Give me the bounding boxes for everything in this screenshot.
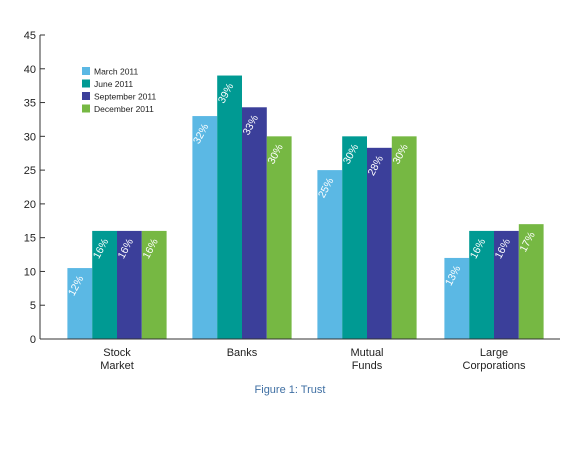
y-tick-label: 15: [24, 233, 36, 245]
bar-september-2011-2: [367, 147, 392, 339]
legend-label: September 2011: [94, 92, 156, 102]
bar-march-2011-3: [444, 257, 470, 339]
bar-december-2011-2: [391, 136, 417, 339]
bar-september-2011-3: [494, 230, 519, 339]
x-category-label-line: Funds: [352, 360, 383, 372]
y-tick-label: 20: [24, 199, 36, 211]
x-category-label: Large Corporations: [463, 347, 526, 372]
legend-label: December 2011: [94, 104, 154, 114]
x-category-label-line: Large: [480, 347, 508, 359]
bar-june-2011-0: [92, 230, 117, 339]
bars: [67, 75, 544, 340]
x-category-label-line: Corporations: [463, 360, 526, 372]
y-tick-label: 5: [30, 300, 36, 312]
y-axis: 0 5 10 15 20 25 30 35 40 45: [24, 30, 45, 346]
bar-december-2011-0: [141, 230, 167, 339]
bar-december-2011-3: [518, 224, 544, 339]
y-tick-label: 10: [24, 266, 36, 278]
y-tick-label: 30: [24, 131, 36, 143]
bar-june-2011-1: [217, 75, 242, 340]
x-category-label: Mutual Funds: [350, 347, 383, 372]
legend-swatch: [82, 92, 90, 100]
x-category-label: Banks: [227, 347, 258, 359]
bar-september-2011-0: [117, 230, 142, 339]
x-category-label-line: Banks: [227, 347, 258, 359]
legend-swatch: [82, 67, 90, 75]
legend-label: March 2011: [94, 67, 139, 77]
legend-swatch: [82, 104, 90, 113]
y-tick-label: 40: [24, 64, 36, 76]
bar-march-2011-2: [317, 170, 343, 339]
x-category-label-line: Stock: [103, 347, 131, 359]
x-category-label: Stock Market: [100, 347, 134, 372]
bar-march-2011-0: [67, 268, 93, 339]
legend-label: June 2011: [94, 79, 133, 89]
y-tick-label: 0: [30, 334, 36, 346]
x-category-label-line: Market: [100, 360, 134, 372]
y-tick-label: 35: [24, 98, 36, 110]
bar-september-2011-1: [242, 107, 267, 339]
x-axis: Stock Market Banks Mutual Funds Large Corporat…: [40, 338, 560, 372]
y-tick-label: 25: [24, 165, 36, 177]
x-category-label-line: Mutual: [350, 347, 383, 359]
y-tick-label: 45: [24, 30, 36, 42]
bar-june-2011-3: [469, 230, 494, 339]
bar-june-2011-2: [342, 136, 367, 339]
bar-march-2011-1: [192, 116, 218, 339]
figure-caption: Figure 1: Trust: [254, 384, 326, 396]
bar-december-2011-1: [266, 136, 292, 339]
legend: March 2011 June 2011 September 2011 Decembe…: [82, 67, 156, 114]
legend-swatch: [82, 79, 90, 88]
